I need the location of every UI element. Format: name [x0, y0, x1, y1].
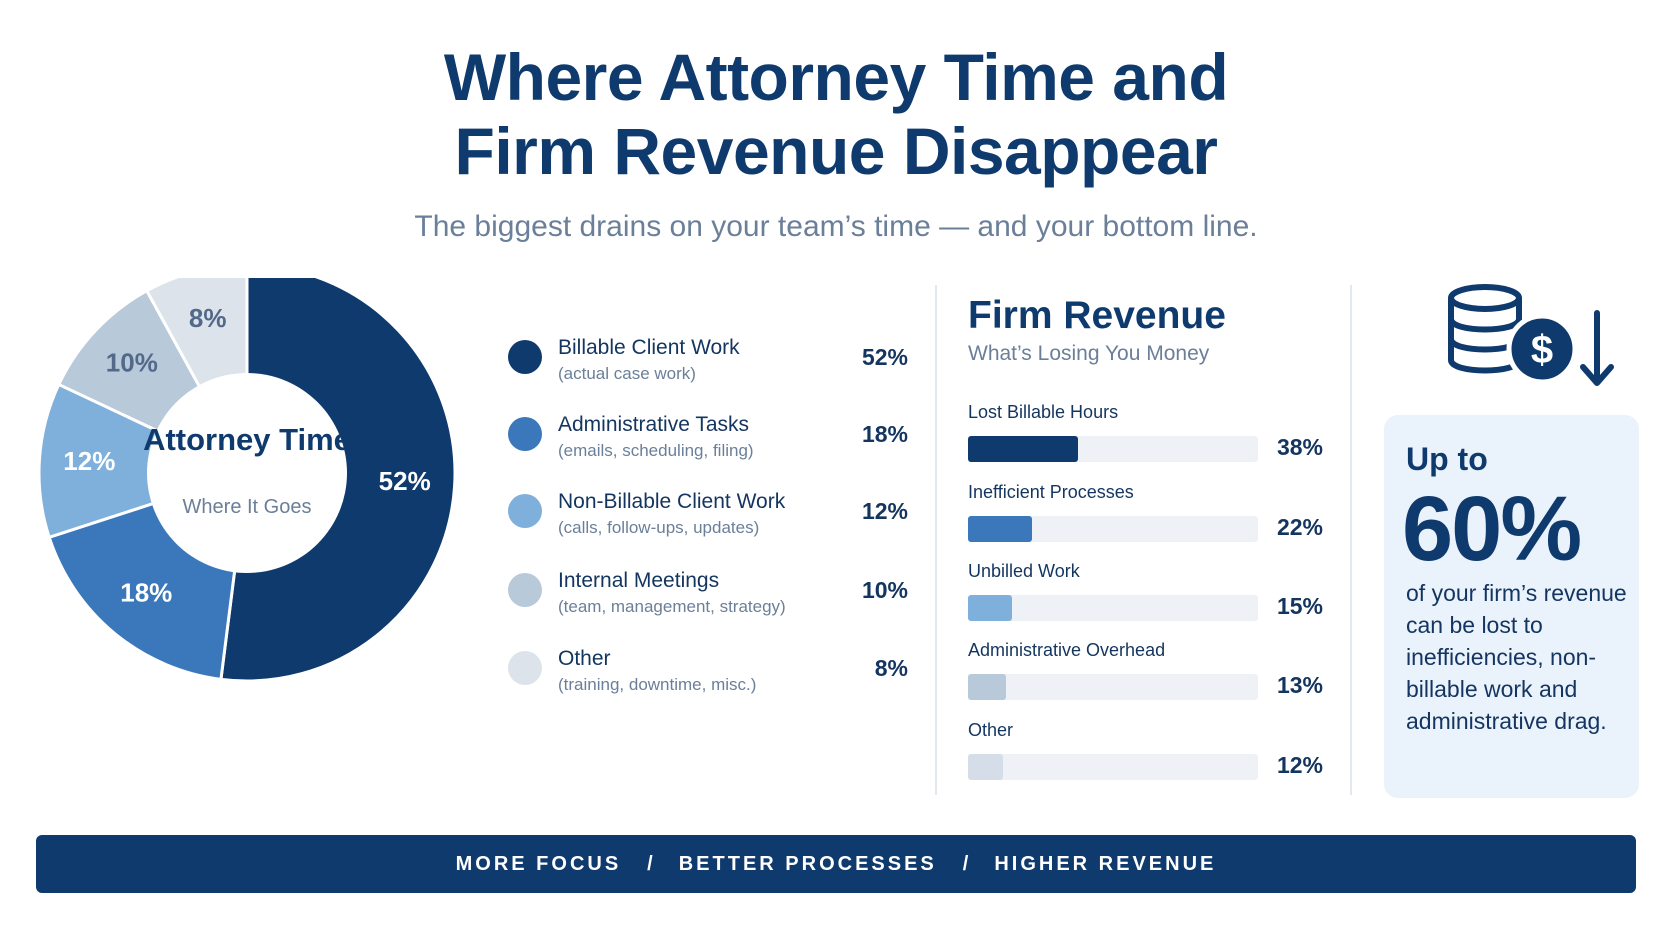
bar-track [968, 754, 1258, 780]
section-divider [1350, 285, 1352, 795]
legend-item-internal-meetings: Internal Meetings (team, management, str… [508, 567, 908, 627]
legend-item-non-billable: Non-Billable Client Work (calls, follow-… [508, 488, 908, 548]
revenue-title: Firm Revenue [968, 294, 1226, 337]
banner-item: MORE FOCUS [455, 852, 622, 875]
banner-item: BETTER PROCESSES [678, 852, 937, 875]
attorney-time-donut-chart: 52% 18% 12% 10% 8% Attorney Time Where It Go… [37, 278, 457, 683]
banner-separator: / [962, 852, 969, 875]
bar-value-label: 13% [1276, 672, 1323, 698]
bar [968, 674, 1006, 700]
bar [968, 516, 1032, 542]
callout-text: of your firm’s revenue can be lost to in… [1406, 580, 1627, 734]
legend-label: Billable Client Work [558, 336, 740, 359]
bar-row-lost-billable-hours: Lost Billable Hours 38% [968, 402, 1323, 477]
bar-value-label: 38% [1276, 434, 1323, 460]
bar-row-inefficient-processes: Inefficient Processes 22% [968, 482, 1323, 557]
legend-value: 52% [861, 344, 908, 370]
legend-description: (emails, scheduling, filing) [558, 441, 754, 460]
legend-label: Administrative Tasks [558, 413, 750, 436]
page-title: Where Attorney Time and Firm Revenue Dis… [0, 40, 1672, 188]
donut-hole [147, 373, 347, 573]
section-divider [935, 285, 937, 795]
callout-prefix: Up to [1406, 441, 1488, 477]
coins-dollar-down-icon: $ [1448, 284, 1614, 386]
bar-label: Administrative Overhead [968, 640, 1166, 660]
title-line-1: Where Attorney Time and [443, 40, 1229, 114]
revenue-loss-callout: Up to 60% of your firm’s revenue can be … [1384, 415, 1639, 798]
donut-segment-label: 8% [189, 303, 227, 333]
footer-banner: MORE FOCUS / BETTER PROCESSES / HIGHER R… [36, 835, 1636, 893]
page-subtitle: The biggest drains on your team’s time —… [414, 210, 1258, 243]
bar-track [968, 516, 1258, 542]
legend-value: 18% [861, 421, 908, 447]
bar-row-administrative-overhead: Administrative Overhead 13% [968, 640, 1323, 715]
legend-description: (actual case work) [558, 364, 696, 383]
bar-track [968, 674, 1258, 700]
bar-label: Other [968, 720, 1014, 740]
legend-value: 10% [861, 577, 908, 603]
banner-item: HIGHER REVENUE [994, 852, 1217, 875]
legend-description: (training, downtime, misc.) [558, 675, 757, 694]
bar [968, 754, 1003, 780]
legend-label: Internal Meetings [558, 569, 720, 592]
bar-row-unbilled-work: Unbilled Work 15% [968, 561, 1323, 636]
donut-segment-label: 52% [379, 466, 431, 496]
legend-swatch [508, 417, 542, 451]
donut-center-subtitle: Where It Goes [183, 496, 312, 518]
title-line-2: Firm Revenue Disappear [454, 114, 1218, 188]
legend-item-billable: Billable Client Work (actual case work) … [508, 334, 908, 394]
legend-item-other: Other (training, downtime, misc.) 8% [508, 645, 908, 705]
legend-description: (team, management, strategy) [558, 597, 786, 616]
legend-item-administrative: Administrative Tasks (emails, scheduling… [508, 411, 908, 471]
bar-value-label: 22% [1276, 514, 1323, 540]
bar-value-label: 15% [1276, 593, 1323, 619]
bar [968, 595, 1012, 621]
legend-description: (calls, follow-ups, updates) [558, 518, 760, 537]
bar-track [968, 436, 1258, 462]
bar-row-other: Other 12% [968, 720, 1323, 795]
legend-label: Other [558, 647, 611, 670]
legend-swatch [508, 340, 542, 374]
svg-text:$: $ [1531, 328, 1553, 372]
legend-swatch [508, 651, 542, 685]
bar-label: Inefficient Processes [968, 482, 1134, 502]
donut-segment [37, 382, 252, 540]
bar-label: Lost Billable Hours [968, 402, 1119, 422]
legend-swatch [508, 573, 542, 607]
legend-value: 8% [874, 655, 908, 681]
banner-separator: / [647, 852, 653, 875]
bar-label: Unbilled Work [968, 561, 1080, 581]
donut-segment-label: 18% [120, 578, 172, 608]
bar [968, 436, 1079, 462]
bar-track [968, 595, 1258, 621]
legend-swatch [508, 494, 542, 528]
revenue-subtitle: What’s Losing You Money [968, 342, 1210, 365]
bar-value-label: 12% [1276, 752, 1323, 778]
callout-stat: 60% [1402, 478, 1582, 580]
legend-value: 12% [861, 498, 908, 524]
donut-center-title: Attorney Time [143, 422, 351, 457]
legend-label: Non-Billable Client Work [558, 490, 786, 513]
donut-segment-label: 12% [63, 446, 115, 476]
donut-segment-label: 10% [106, 348, 158, 378]
